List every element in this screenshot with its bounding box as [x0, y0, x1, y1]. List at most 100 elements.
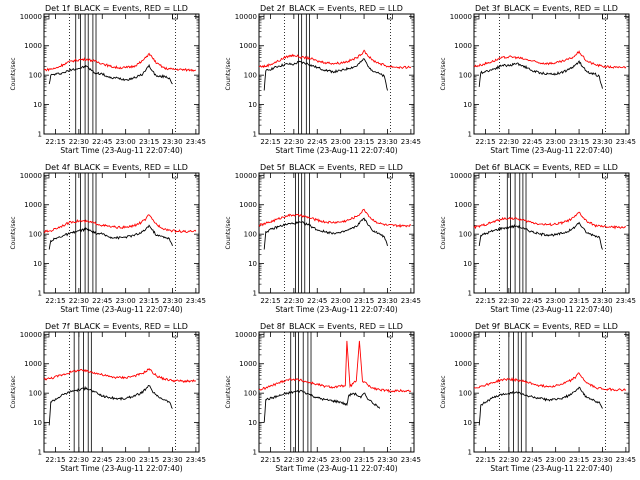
y-axis-label: Counts/sec — [10, 375, 17, 408]
lld-series-line — [43, 367, 196, 384]
x-tick-label: 22:45 — [307, 297, 327, 305]
y-tick-label: 10 — [33, 260, 42, 268]
top-marker-square — [473, 13, 480, 20]
detector-plot: Det 3f BLACK = Events, RED = LLD 1 10 100 100… — [440, 4, 636, 155]
x-tick-label: 23:30 — [377, 138, 397, 146]
y-tick-label: 10 — [33, 101, 42, 109]
detector-plot: Det 4f BLACK = Events, RED = LLD 1 10 100 100… — [10, 163, 206, 314]
x-tick-label: 23:15 — [569, 456, 589, 464]
plot-legend: BLACK = Events, RED = LLD — [74, 163, 188, 172]
y-tick-label: 10 — [248, 419, 257, 427]
y-axis-label: Counts/sec — [440, 375, 447, 408]
plot-title: Det 7f — [45, 322, 70, 331]
x-tick-label: 23:00 — [116, 138, 136, 146]
x-tick-label: 22:45 — [307, 456, 327, 464]
x-tick-label: 22:30 — [284, 297, 304, 305]
x-tick-label: 23:00 — [546, 456, 566, 464]
plot-frame — [258, 172, 415, 294]
y-tick-label: 1000 — [454, 42, 472, 50]
plot-title: Det 4f — [45, 163, 70, 172]
x-tick-label: 23:15 — [139, 456, 159, 464]
plot-legend: BLACK = Events, RED = LLD — [289, 163, 403, 172]
y-tick-label: 10000 — [235, 172, 257, 180]
x-tick-label: 23:45 — [186, 456, 206, 464]
y-tick-label: 1 — [468, 131, 472, 139]
plot-title: Det 3f — [475, 4, 500, 13]
y-tick-label: 1 — [253, 449, 257, 457]
y-tick-label: 10000 — [450, 13, 472, 21]
x-tick-label: 23:30 — [162, 138, 182, 146]
x-tick-label: 23:30 — [592, 297, 612, 305]
y-tick-label: 100 — [244, 231, 257, 239]
events-series-line — [48, 384, 173, 426]
x-tick-label: 23:30 — [592, 456, 612, 464]
y-tick-label: 100 — [29, 72, 42, 80]
x-tick-label: 23:00 — [331, 456, 351, 464]
y-axis-label: Counts/sec — [440, 57, 447, 90]
y-axis-label: Counts/sec — [10, 57, 17, 90]
x-tick-label: 22:15 — [45, 456, 65, 464]
y-axis-label: Counts/sec — [225, 216, 232, 249]
x-tick-label: 23:45 — [616, 456, 636, 464]
x-axis-label: Start Time (23-Aug-11 22:07:40) — [60, 146, 182, 155]
events-series-line — [263, 389, 381, 423]
y-tick-label: 10 — [463, 419, 472, 427]
x-tick-label: 23:45 — [401, 138, 421, 146]
events-series-line — [478, 60, 603, 89]
y-tick-label: 10 — [248, 260, 257, 268]
x-axis-label: Start Time (23-Aug-11 22:07:40) — [275, 305, 397, 314]
y-tick-label: 1000 — [454, 201, 472, 209]
x-tick-label: 23:30 — [592, 138, 612, 146]
y-tick-label: 1000 — [24, 201, 42, 209]
y-axis-label: Counts/sec — [225, 375, 232, 408]
x-tick-label: 23:00 — [546, 297, 566, 305]
x-tick-label: 22:30 — [499, 297, 519, 305]
events-series-line — [48, 224, 173, 250]
y-tick-label: 1 — [38, 290, 42, 298]
lld-series-line — [473, 211, 627, 230]
x-axis-label: Start Time (23-Aug-11 22:07:40) — [490, 464, 612, 473]
x-tick-label: 22:15 — [260, 297, 280, 305]
top-marker-square — [473, 172, 480, 179]
lld-series-line — [43, 52, 197, 72]
plot-title: Det 5f — [260, 163, 285, 172]
x-axis-label: Start Time (23-Aug-11 22:07:40) — [275, 146, 397, 155]
top-marker-square — [172, 172, 178, 179]
y-tick-label: 10 — [33, 419, 42, 427]
top-marker-square — [172, 13, 178, 20]
plot-title: Det 6f — [475, 163, 500, 172]
x-axis-label: Start Time (23-Aug-11 22:07:40) — [490, 146, 612, 155]
detector-plot: Det 8f BLACK = Events, RED = LLD 1 10 100 100… — [225, 322, 421, 473]
lld-series-line — [473, 50, 627, 69]
plot-title: Det 1f — [45, 4, 70, 13]
x-tick-label: 22:30 — [69, 138, 89, 146]
top-marker-square — [387, 172, 393, 179]
x-tick-label: 23:45 — [616, 297, 636, 305]
x-tick-label: 23:00 — [546, 138, 566, 146]
x-tick-label: 23:45 — [401, 297, 421, 305]
detector-plot: Det 5f BLACK = Events, RED = LLD 1 10 100 100… — [225, 163, 421, 314]
x-tick-label: 23:30 — [162, 297, 182, 305]
y-tick-label: 1000 — [24, 42, 42, 50]
y-tick-label: 100 — [244, 72, 257, 80]
x-tick-label: 23:30 — [377, 456, 397, 464]
y-tick-label: 1000 — [239, 201, 257, 209]
y-tick-label: 1 — [468, 449, 472, 457]
lld-series-line — [473, 372, 627, 392]
y-tick-label: 10000 — [450, 331, 472, 339]
x-tick-label: 23:15 — [139, 138, 159, 146]
detector-plot: Det 2f BLACK = Events, RED = LLD 1 10 100 100… — [225, 4, 421, 155]
x-tick-label: 22:30 — [499, 456, 519, 464]
x-tick-label: 22:45 — [92, 456, 112, 464]
x-tick-label: 22:15 — [475, 456, 495, 464]
x-tick-label: 23:15 — [354, 456, 374, 464]
y-tick-label: 100 — [459, 72, 472, 80]
y-axis-label: Counts/sec — [10, 216, 17, 249]
y-tick-label: 1000 — [454, 360, 472, 368]
events-series-line — [478, 386, 603, 426]
events-series-line — [478, 221, 603, 250]
y-tick-label: 100 — [459, 231, 472, 239]
plot-legend: BLACK = Events, RED = LLD — [74, 4, 188, 13]
plot-legend: BLACK = Events, RED = LLD — [289, 322, 403, 331]
plot-frame — [43, 13, 200, 135]
